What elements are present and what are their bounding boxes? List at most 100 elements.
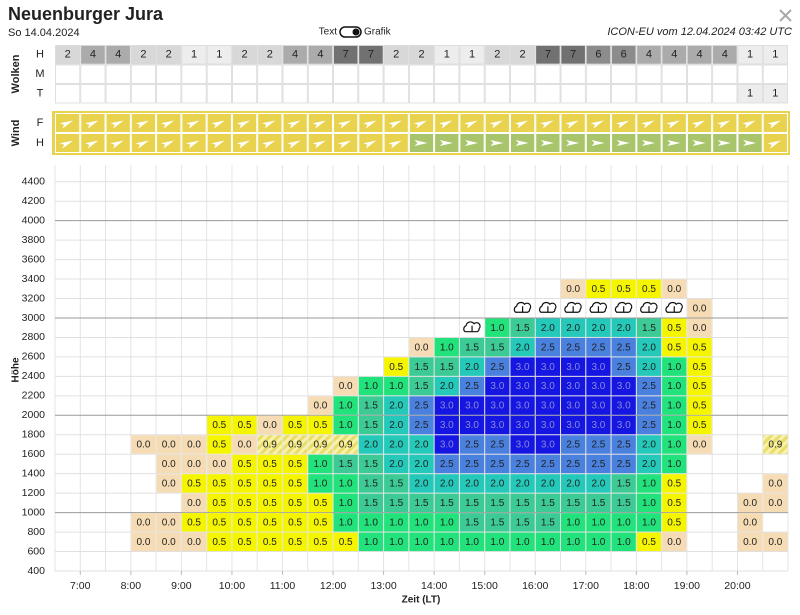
- y-tick-label: 3000: [22, 312, 46, 324]
- y-tick-label: 3600: [22, 253, 46, 265]
- cloud-icon: [614, 301, 633, 313]
- climb-value: 0.0: [263, 420, 277, 431]
- climb-cell: [485, 337, 510, 357]
- climb-value: 0.0: [162, 440, 176, 451]
- toggle-right-label[interactable]: Grafik: [364, 27, 392, 38]
- climb-value: 0.5: [642, 537, 656, 548]
- climb-cell: [384, 532, 409, 552]
- climb-value: 2.5: [415, 401, 429, 412]
- climb-cell: [510, 357, 535, 376]
- climb-cell: [662, 474, 687, 493]
- x-tick-label: 10:00: [219, 580, 245, 592]
- climb-value: 2.0: [516, 479, 530, 490]
- climb-cell: [586, 357, 611, 376]
- climb-value: 2.5: [617, 342, 631, 353]
- climb-value: 0.5: [212, 498, 226, 509]
- cloud-value: 7: [343, 49, 349, 61]
- climb-value: 0.9: [768, 440, 782, 451]
- cloud-cell: [535, 45, 561, 65]
- cloud-value: 2: [267, 49, 273, 61]
- cloud-cell: [307, 45, 333, 65]
- cloud-cell: [611, 64, 637, 84]
- climb-value: 0.0: [693, 303, 707, 314]
- cloud-value: 4: [722, 49, 728, 61]
- climb-cell: [434, 532, 459, 552]
- climb-value: 1.0: [339, 517, 353, 528]
- close-button[interactable]: [779, 9, 792, 22]
- cloud-cell: [762, 45, 788, 65]
- climb-cell: [207, 435, 232, 454]
- climb-cell: [737, 493, 763, 513]
- toggle-knob[interactable]: [352, 28, 360, 36]
- climb-value: 2.0: [642, 362, 656, 373]
- climb-value: 1.0: [667, 440, 681, 451]
- climb-cell: [434, 454, 459, 474]
- climb-value: 1.5: [339, 459, 353, 470]
- climb-value: 2.0: [440, 479, 454, 490]
- climb-value: 1.5: [364, 420, 378, 431]
- cloud-value: 2: [520, 49, 526, 61]
- climb-cell: [232, 415, 257, 435]
- climb-cell: [737, 513, 763, 532]
- climb-value: 0.0: [162, 517, 176, 528]
- climb-cell: [181, 454, 207, 474]
- climb-value: 0.0: [693, 323, 707, 334]
- cloud-value: 4: [317, 49, 323, 61]
- climb-cell: [687, 415, 712, 435]
- close-icon[interactable]: [779, 9, 792, 22]
- climb-value: 0.0: [566, 284, 580, 295]
- climb-cell: [662, 337, 687, 357]
- wind-arrow: [692, 140, 706, 146]
- y-tick-label: 800: [27, 526, 45, 538]
- cloud-value: 7: [570, 49, 576, 61]
- climb-value: 0.5: [693, 401, 707, 412]
- climb-cell: [333, 532, 358, 552]
- climb-value: 0.9: [263, 440, 277, 451]
- climb-value: 0.0: [667, 537, 681, 548]
- climb-cell: [459, 396, 485, 415]
- row-label: M: [35, 68, 44, 80]
- climb-value: 1.5: [364, 401, 378, 412]
- climb-value: 0.0: [743, 498, 757, 509]
- cloud-cell: [510, 64, 536, 84]
- climb-value: 0.5: [313, 537, 327, 548]
- climb-cell: [636, 376, 662, 396]
- climb-value: 0.0: [693, 440, 707, 451]
- climb-cell: [611, 513, 636, 532]
- climb-value: 1.0: [566, 517, 580, 528]
- cloud-value: 7: [545, 49, 551, 61]
- climb-cell: [358, 474, 384, 493]
- toggle-left-label[interactable]: Text: [319, 27, 338, 38]
- climb-cell: [181, 513, 207, 532]
- wind-arrow: [110, 120, 124, 129]
- wind-arrow: [287, 120, 301, 129]
- cloud-cell: [130, 45, 157, 65]
- climb-value: 0.5: [288, 420, 302, 431]
- climb-cell: [181, 435, 207, 454]
- cloud-cell: [333, 84, 359, 104]
- wind-arrow: [60, 120, 74, 129]
- x-tick-label: 16:00: [522, 580, 548, 592]
- cloud-cell: [257, 64, 283, 84]
- wind-arrow: [489, 120, 503, 129]
- cloud-cell: [156, 64, 182, 84]
- climb-cell: [561, 357, 586, 376]
- climb-value: 0.5: [667, 342, 681, 353]
- wind-arrow: [465, 140, 479, 146]
- climb-value: 2.5: [642, 381, 656, 392]
- climb-value: 1.0: [667, 401, 681, 412]
- wind-arrow: [464, 120, 478, 129]
- climb-cell: [156, 532, 181, 552]
- wind-arrow: [135, 120, 149, 129]
- climb-cell: [409, 513, 434, 532]
- climb-value: 1.5: [389, 498, 403, 509]
- cloud-cell: [611, 45, 637, 65]
- y-tick-label: 4200: [22, 195, 46, 207]
- climb-value: 1.5: [490, 342, 504, 353]
- cloud-cell: [737, 45, 763, 65]
- climb-value: 2.5: [591, 440, 605, 451]
- climb-value: 2.5: [415, 420, 429, 431]
- climb-cell: [308, 513, 333, 532]
- climb-cell: [257, 435, 282, 454]
- climb-cell: [586, 376, 611, 396]
